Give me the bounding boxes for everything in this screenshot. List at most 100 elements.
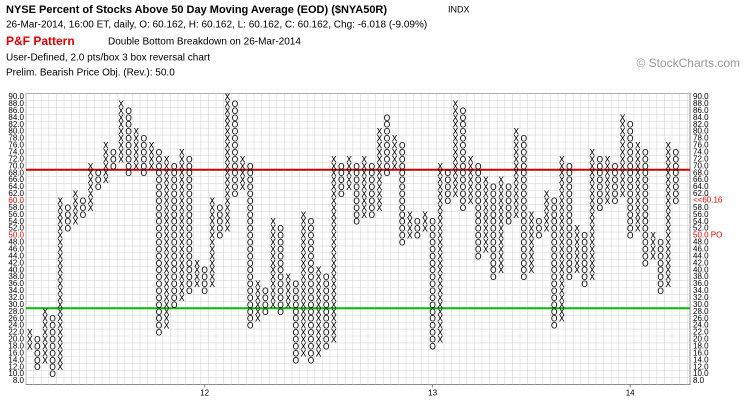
pf-box: O xyxy=(520,141,527,151)
pf-box: X xyxy=(88,204,94,214)
pf-box: X xyxy=(224,204,230,214)
pf-box: X xyxy=(665,232,671,242)
pf-box: X xyxy=(300,315,306,325)
pf-box: X xyxy=(635,155,641,165)
pf-box: O xyxy=(627,148,634,158)
pf-box: O xyxy=(368,176,375,186)
pf-box: X xyxy=(164,266,170,276)
pf-box: X xyxy=(468,197,474,207)
pf-box: X xyxy=(179,176,185,186)
pf-box: X xyxy=(103,141,109,151)
pf-box: X xyxy=(665,155,671,165)
pf-box: O xyxy=(520,259,527,269)
pf-box: O xyxy=(612,162,619,172)
pf-box: O xyxy=(520,225,527,235)
pf-box: X xyxy=(452,155,458,165)
pf-box: X xyxy=(468,176,474,186)
pf-box: O xyxy=(460,183,467,193)
pf-box: O xyxy=(353,197,360,207)
pf-box: X xyxy=(164,162,170,172)
pf-box: O xyxy=(49,335,56,345)
pf-box: X xyxy=(240,162,246,172)
pf-box: X xyxy=(437,308,443,318)
pf-box: O xyxy=(627,135,634,145)
pf-box: X xyxy=(164,287,170,297)
pf-box: X xyxy=(437,211,443,221)
pf-box: O xyxy=(125,148,132,158)
pf-box: O xyxy=(308,342,315,352)
pf-box: O xyxy=(429,315,436,325)
pf-box: O xyxy=(156,287,163,297)
pf-box: O xyxy=(627,218,634,228)
y-tick-label-left: 12.0 xyxy=(8,362,24,371)
pf-box: X xyxy=(665,141,671,151)
pf-box: X xyxy=(224,135,230,145)
pf-box: X xyxy=(209,225,215,235)
pf-box: O xyxy=(186,190,193,200)
pf-box: X xyxy=(498,197,504,207)
pf-box: X xyxy=(513,148,519,158)
pf-box: O xyxy=(49,349,56,359)
pf-box: O xyxy=(247,259,254,269)
pf-box: X xyxy=(468,183,474,193)
y-tick-label-left: 24.0 xyxy=(8,321,24,330)
pf-box: X xyxy=(224,197,230,207)
pf-box: O xyxy=(551,280,558,290)
pf-box: O xyxy=(323,294,330,304)
pf-box: O xyxy=(566,190,573,200)
pf-box: X xyxy=(270,280,276,290)
pf-box: X xyxy=(437,266,443,276)
y-tick-label-right: 46.0 xyxy=(693,245,709,254)
pf-box: O xyxy=(490,218,497,228)
y-tick-label-right: 58.0 xyxy=(693,203,709,212)
y-tick-label-right: 44.0 xyxy=(693,251,709,260)
pf-box: X xyxy=(164,259,170,269)
pf-box: O xyxy=(642,204,649,214)
pf-box: O xyxy=(657,273,664,283)
pf-box: O xyxy=(156,169,163,179)
pf-box: O xyxy=(657,245,664,255)
pf-box: X xyxy=(559,308,565,318)
pf-box: O xyxy=(566,245,573,255)
pf-box: O xyxy=(384,141,391,151)
pf-box: X xyxy=(620,155,626,165)
pf-box: O xyxy=(444,197,451,207)
pf-box: O xyxy=(232,155,239,165)
pf-box: O xyxy=(171,245,178,255)
pf-box: X xyxy=(604,176,610,186)
pf-box: O xyxy=(566,162,573,172)
pf-box: X xyxy=(57,308,63,318)
pf-box: X xyxy=(164,280,170,290)
pf-box: X xyxy=(270,238,276,248)
pf-box: O xyxy=(292,294,299,304)
y-tick-label-right: 72.0 xyxy=(693,154,709,163)
pf-box: X xyxy=(42,342,48,352)
pf-box: X xyxy=(437,287,443,297)
pf-box: X xyxy=(118,155,124,165)
pf-box: X xyxy=(437,176,443,186)
pf-box: X xyxy=(179,259,185,269)
pf-box: X xyxy=(72,204,78,214)
pf-box: O xyxy=(353,176,360,186)
pf-box: O xyxy=(262,287,269,297)
pf-box: O xyxy=(429,280,436,290)
pf-box: X xyxy=(574,252,580,262)
pf-box: X xyxy=(361,204,367,214)
pf-box: X xyxy=(103,162,109,172)
pf-box: O xyxy=(308,308,315,318)
pf-box: X xyxy=(422,211,428,221)
pf-box: O xyxy=(551,197,558,207)
pf-box: X xyxy=(650,232,656,242)
pf-box: O xyxy=(247,183,254,193)
y-tick-label-right: 10.0 xyxy=(693,369,709,378)
pf-box: O xyxy=(460,197,467,207)
pf-box: O xyxy=(460,121,467,131)
pf-box: X xyxy=(452,183,458,193)
y-tick-label-left: 84.0 xyxy=(8,113,24,122)
